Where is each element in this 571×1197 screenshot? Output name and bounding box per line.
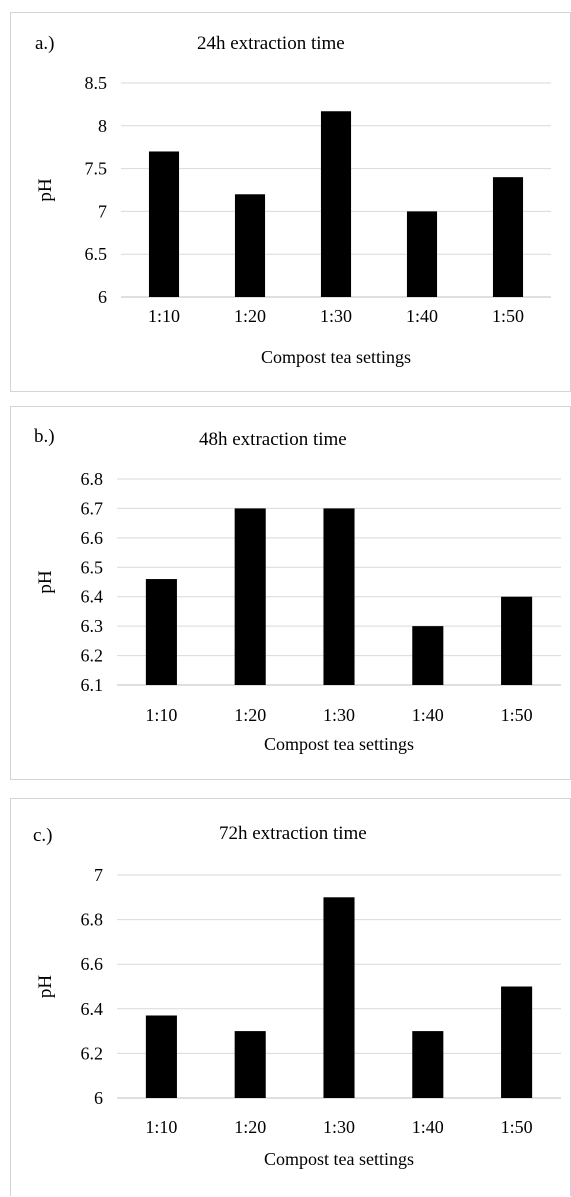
bar [412, 1031, 444, 1098]
bar-chart: 6 6.2 6.4 6.6 6.8 7 1:10 1:20 1:30 1:40 1:50 Compos… [35, 865, 561, 1169]
panel-label: a.) [35, 33, 55, 54]
x-tick-label: 1:50 [501, 705, 533, 725]
y-tick-label: 6.2 [81, 1043, 104, 1063]
y-axis-label: pH [35, 975, 56, 999]
chart-title: 72h extraction time [219, 823, 367, 844]
x-tick-label: 1:20 [234, 705, 266, 725]
bar [406, 211, 438, 297]
y-tick-label: 6.8 [81, 469, 104, 489]
y-tick-label: 6.1 [81, 675, 104, 695]
x-tick-label: 1:20 [234, 306, 266, 326]
bar [234, 508, 266, 685]
x-tick-label: 1:30 [320, 306, 352, 326]
y-tick-label: 6.7 [81, 498, 104, 518]
bar [323, 897, 355, 1098]
chart-panel-c: c.) 72h extraction time 6 6.2 6.4 6.6 6.8 7 1:… [10, 798, 571, 1196]
y-tick-label: 7 [98, 201, 107, 221]
y-tick-label: 6 [98, 287, 107, 307]
x-tick-label: 1:10 [145, 1117, 177, 1137]
y-tick-label: 8.5 [85, 73, 108, 93]
y-tick-label: 6.6 [81, 954, 104, 974]
x-tick-label: 1:10 [148, 306, 180, 326]
bar [320, 111, 352, 297]
panel-label: c.) [33, 825, 53, 846]
y-axis-label: pH [35, 178, 56, 202]
x-axis-label: Compost tea settings [261, 347, 411, 367]
chart-panel-a: a.) 24h extraction time 6 6.5 7 7.5 8 8.5 1:10… [10, 12, 571, 392]
bar [501, 986, 533, 1098]
y-tick-label: 6.2 [81, 646, 104, 666]
y-tick-label: 6.4 [81, 587, 104, 607]
x-tick-label: 1:50 [492, 306, 524, 326]
y-tick-label: 6 [94, 1088, 103, 1108]
x-tick-label: 1:30 [323, 1117, 355, 1137]
y-tick-label: 6.5 [85, 244, 108, 264]
bar-chart: 6 6.5 7 7.5 8 8.5 1:10 1:20 1:30 1:40 1:50 Compost … [35, 73, 551, 367]
panel-label: b.) [34, 426, 55, 447]
y-tick-label: 8 [98, 116, 107, 136]
y-tick-label: 6.3 [81, 616, 104, 636]
bar [492, 177, 524, 297]
x-tick-label: 1:20 [234, 1117, 266, 1137]
y-tick-label: 6.8 [81, 910, 104, 930]
x-axis-label: Compost tea settings [264, 734, 414, 754]
x-tick-label: 1:10 [145, 705, 177, 725]
x-axis-label: Compost tea settings [264, 1149, 414, 1169]
x-tick-label: 1:50 [501, 1117, 533, 1137]
y-tick-label: 6.5 [81, 557, 104, 577]
y-tick-label: 6.4 [81, 999, 104, 1019]
y-tick-label: 7 [94, 865, 103, 885]
chart-panel-b: b.) 48h extraction time 6.1 6.2 6.3 6.4 6.5 6… [10, 406, 571, 780]
y-tick-label: 7.5 [85, 159, 108, 179]
bar [234, 194, 266, 297]
bar [145, 579, 177, 685]
chart-title: 48h extraction time [199, 429, 347, 450]
x-tick-label: 1:40 [406, 306, 438, 326]
x-tick-label: 1:40 [412, 1117, 444, 1137]
x-tick-label: 1:30 [323, 705, 355, 725]
bar [501, 596, 533, 685]
bar-chart: 6.1 6.2 6.3 6.4 6.5 6.6 6.7 6.8 1:10 1:20 1:30 1:40… [35, 469, 561, 754]
bar [412, 626, 444, 685]
x-tick-label: 1:40 [412, 705, 444, 725]
bar [234, 1031, 266, 1098]
bar [323, 508, 355, 685]
y-axis-label: pH [35, 570, 56, 594]
y-tick-label: 6.6 [81, 528, 104, 548]
chart-title: 24h extraction time [197, 33, 345, 54]
bar [145, 1015, 177, 1098]
bar [148, 151, 180, 297]
